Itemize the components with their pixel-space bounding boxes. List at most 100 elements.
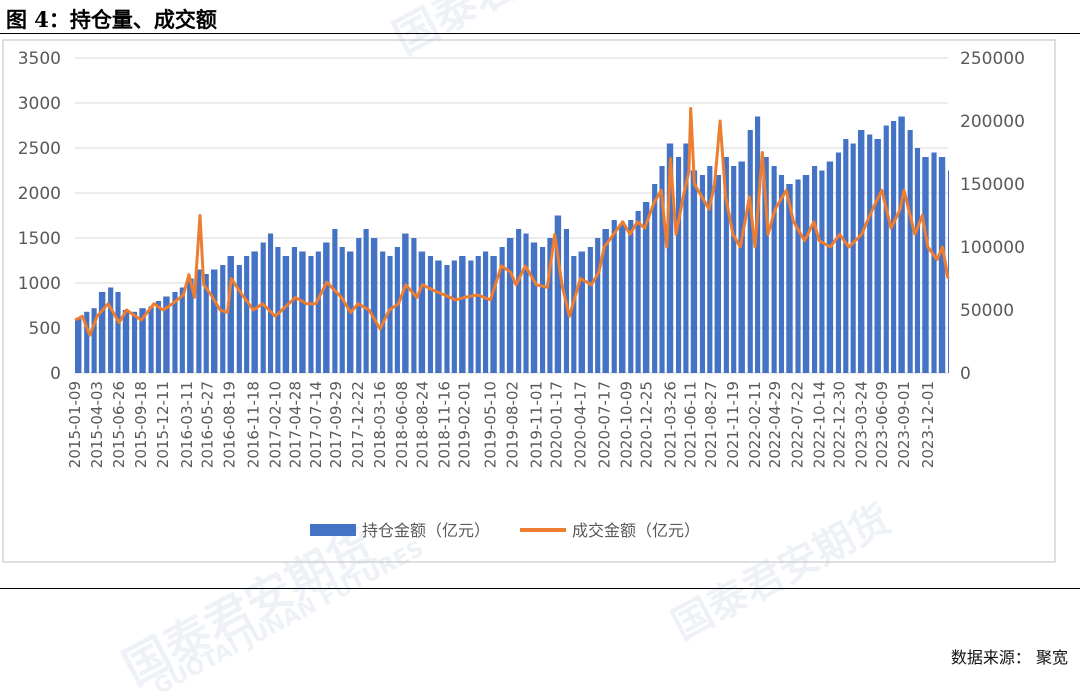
bar-mark xyxy=(91,308,97,373)
y-axis-right: 0 50000 100000 150000 200000 250000 xyxy=(960,49,1025,384)
bar-mark xyxy=(683,143,689,373)
bar-mark xyxy=(723,157,729,373)
bar-mark xyxy=(857,130,865,373)
bar-mark xyxy=(220,265,226,373)
y-left-tick-label: 1500 xyxy=(18,229,61,249)
bar-mark xyxy=(731,166,737,373)
bar-mark xyxy=(251,251,258,373)
y-right-tick-label: 250000 xyxy=(960,49,1025,69)
bar-mark xyxy=(203,274,209,373)
y-right-tick-label: 0 xyxy=(960,364,971,384)
bar-mark xyxy=(308,256,314,373)
x-tick-label: 2017-04-28 xyxy=(287,381,305,468)
bar-series xyxy=(75,116,949,373)
bar-mark xyxy=(370,238,378,373)
x-tick-label: 2023-03-24 xyxy=(853,381,871,468)
bar-mark xyxy=(131,311,138,373)
bar-mark xyxy=(459,256,466,373)
bar-mark xyxy=(554,215,562,373)
y-left-tick-label: 2500 xyxy=(18,139,61,159)
legend-swatch-bar xyxy=(310,524,356,536)
y-left-tick-label: 2000 xyxy=(18,184,61,204)
y-right-tick-label: 100000 xyxy=(960,238,1025,258)
y-axis-left: 0 500 1000 1500 2000 2500 3000 3500 xyxy=(18,49,61,384)
bar-mark xyxy=(843,139,849,373)
bar-mark xyxy=(499,247,505,373)
x-tick-label: 2018-03-16 xyxy=(371,381,389,468)
bar-mark xyxy=(707,166,713,373)
x-tick-label: 2022-04-29 xyxy=(766,381,784,468)
x-tick-label: 2016-08-19 xyxy=(220,381,238,468)
bar-mark xyxy=(867,134,873,373)
x-tick-label: 2020-12-25 xyxy=(638,381,656,468)
x-tick-label: 2021-03-26 xyxy=(661,381,679,468)
bar-mark xyxy=(611,220,617,373)
y-left-tick-label: 3500 xyxy=(18,49,61,69)
bar-mark xyxy=(172,292,178,373)
legend-label-bar: 持仓金额（亿元） xyxy=(362,521,490,540)
bar-mark xyxy=(762,157,769,373)
bar-mark xyxy=(244,256,250,373)
bar-mark xyxy=(444,265,450,373)
x-tick-label: 2020-07-17 xyxy=(595,381,613,468)
bar-mark xyxy=(850,143,856,373)
bar-mark xyxy=(155,301,162,373)
x-tick-label: 2018-11-16 xyxy=(435,381,453,468)
x-tick-label: 2021-11-19 xyxy=(724,381,742,468)
bar-mark xyxy=(315,251,321,373)
bar-mark xyxy=(260,242,266,373)
bar-mark xyxy=(891,121,897,373)
bar-mark xyxy=(595,238,601,373)
bar-mark xyxy=(747,130,753,373)
y-left-tick-label: 0 xyxy=(50,364,61,384)
x-tick-label: 2016-05-27 xyxy=(198,381,216,468)
bar-mark xyxy=(516,229,522,373)
y-left-tick-label: 500 xyxy=(29,319,61,339)
bar-mark xyxy=(738,161,745,373)
bar-mark xyxy=(108,287,114,373)
bar-mark xyxy=(795,179,801,373)
title-rule xyxy=(0,33,1080,34)
figure-title: 图 4：持仓量、成交额 xyxy=(6,7,217,32)
line-series-turnover xyxy=(74,106,950,337)
bar-mark xyxy=(714,175,722,373)
bar-mark xyxy=(907,130,913,373)
y-right-tick-label: 200000 xyxy=(960,112,1025,132)
x-tick-label: 2022-10-14 xyxy=(810,381,828,468)
bar-mark xyxy=(571,256,577,373)
bar-mark xyxy=(435,260,442,373)
x-tick-label: 2021-06-11 xyxy=(682,381,700,468)
x-tick-label: 2015-12-11 xyxy=(154,381,172,468)
x-tick-label: 2017-12-22 xyxy=(349,381,367,468)
x-tick-label: 2019-11-01 xyxy=(527,381,545,468)
y-left-tick-label: 3000 xyxy=(18,94,61,114)
bar-mark xyxy=(427,256,434,373)
bar-mark xyxy=(451,260,457,373)
x-tick-label: 2018-08-24 xyxy=(413,381,431,468)
bar-mark xyxy=(914,148,921,373)
x-tick-label: 2015-09-18 xyxy=(132,381,150,468)
x-tick-label: 2020-04-17 xyxy=(571,381,589,468)
bar-mark xyxy=(883,125,889,373)
chart-frame xyxy=(2,39,1056,563)
bar-mark xyxy=(291,247,298,373)
bar-mark xyxy=(771,166,777,373)
bar-mark xyxy=(826,161,834,373)
bar-mark xyxy=(402,233,409,373)
bar-mark xyxy=(578,251,586,373)
bar-mark xyxy=(122,310,130,373)
bar-mark xyxy=(802,175,810,373)
bar-mark xyxy=(938,157,946,373)
y-left-tick-label: 1000 xyxy=(18,274,61,294)
bar-mark xyxy=(267,233,274,373)
bar-mark xyxy=(323,242,330,373)
bar-mark xyxy=(506,238,514,373)
bar-mark xyxy=(699,175,706,373)
bar-mark xyxy=(628,220,634,373)
bar-mark xyxy=(755,116,761,373)
legend-label-line: 成交金额（亿元） xyxy=(572,521,700,540)
bar-mark xyxy=(299,251,306,373)
bar-mark xyxy=(363,229,369,373)
bar-mark xyxy=(179,287,185,373)
bar-mark xyxy=(666,143,674,373)
